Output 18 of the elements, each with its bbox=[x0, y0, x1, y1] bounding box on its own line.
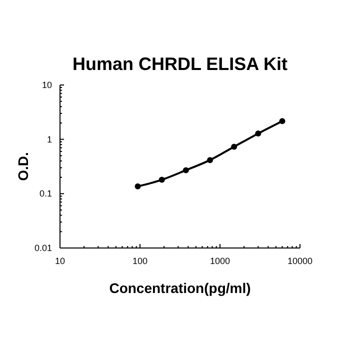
x-axis-title: Concentration(pg/ml) bbox=[109, 280, 251, 296]
point bbox=[279, 118, 286, 124]
point bbox=[134, 183, 141, 190]
point bbox=[255, 130, 262, 137]
y-tick-label: 1 bbox=[46, 134, 52, 144]
x-tick-label: 1000 bbox=[210, 256, 230, 266]
point bbox=[182, 167, 189, 174]
y-tick-label: 0.1 bbox=[39, 188, 52, 199]
point bbox=[231, 144, 238, 150]
point bbox=[207, 157, 214, 164]
point bbox=[158, 176, 165, 183]
y-tick-label: 10 bbox=[42, 80, 52, 90]
x-tick-label: 10000 bbox=[287, 256, 313, 266]
x-tick-label: 100 bbox=[132, 256, 148, 266]
y-axis-title: O.D. bbox=[15, 152, 31, 181]
chart-title: Human CHRDL ELISA Kit bbox=[72, 54, 288, 74]
y-tick-label: 0.01 bbox=[34, 243, 52, 253]
x-tick-label: 10 bbox=[54, 256, 66, 266]
